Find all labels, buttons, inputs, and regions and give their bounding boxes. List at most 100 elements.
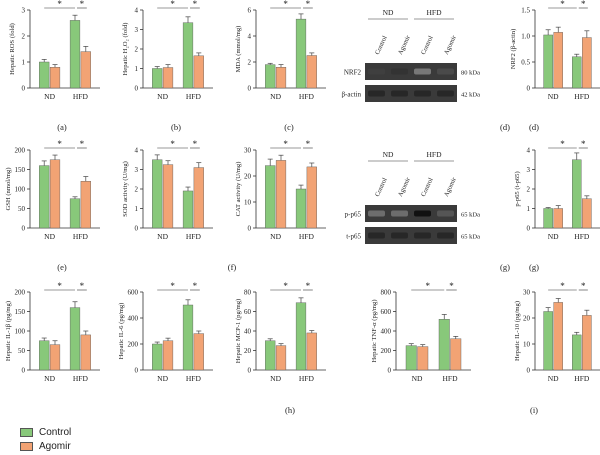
panel-label: (g) [500, 262, 510, 272]
y-axis-label: NRF2 (β-actin) [510, 29, 517, 70]
y-tick-label: 200 [15, 289, 26, 297]
blot-band [368, 210, 385, 217]
y-tick-label: 0 [135, 85, 139, 93]
x-tick-label-nd: ND [44, 374, 55, 383]
bar-control-nd [543, 208, 553, 229]
y-tick-label: 2 [135, 186, 139, 194]
y-tick-label: 400 [128, 315, 139, 323]
significance-star: * [306, 0, 311, 9]
y-tick-label: 100 [15, 186, 26, 194]
bar-agomir-nd [275, 160, 287, 229]
blot-row-bg [365, 63, 457, 80]
bar-agomir-hfd [450, 338, 462, 371]
y-tick-label: 1 [527, 205, 531, 213]
y-tick-label: 0 [527, 85, 531, 93]
legend-item-agomir: Agomir [20, 441, 71, 452]
significance-star: * [57, 139, 62, 149]
bar-control-hfd [295, 18, 307, 89]
blot-group-label: ND [383, 150, 394, 159]
significance-star: * [57, 0, 62, 9]
blot-band [437, 90, 454, 97]
x-tick-label-nd: ND [548, 232, 559, 241]
y-tick-label: 4 [248, 33, 252, 41]
blot-size-label: 42 kDa [461, 92, 480, 99]
panel-label: (f) [228, 262, 237, 272]
blot-row-bg [365, 227, 457, 244]
significance-star: * [560, 281, 565, 291]
bar-control-hfd [182, 22, 194, 89]
panel-label: (g) [529, 262, 539, 272]
blot-band [391, 232, 408, 239]
y-tick-label: 30 [244, 147, 252, 155]
y-tick-label: 0 [248, 367, 252, 375]
blot-band [368, 68, 385, 75]
bar-agomir-nd [49, 66, 61, 89]
significance-star: * [80, 281, 85, 291]
y-tick-label: 0 [248, 85, 252, 93]
bar-agomir-hfd [80, 51, 91, 89]
y-tick-label: 2 [135, 46, 139, 54]
significance-star: * [57, 281, 62, 291]
y-tick-label: 200 [15, 147, 26, 155]
bar-agomir-nd [275, 345, 287, 371]
y-tick-label: 600 [381, 308, 392, 316]
legend-swatch-agomir [20, 442, 33, 451]
blot-band [414, 232, 431, 239]
blot-band [437, 232, 454, 239]
x-tick-label-hfd: HFD [442, 374, 458, 383]
bar-control-hfd [295, 188, 307, 229]
panel-label: (h) [285, 405, 295, 415]
y-tick-label: 0 [248, 225, 252, 233]
blot-lane-label: Agomir [443, 176, 458, 198]
y-tick-label: 0 [527, 367, 531, 375]
western-blot-g: ND HFD Control Agomir Control Agomir p-p65 65 k… [345, 150, 510, 272]
x-tick-label-nd: ND [44, 232, 55, 241]
x-tick-label-nd: ND [157, 374, 168, 383]
y-axis-label: Hepatic IL-10 (pg/mg) [514, 301, 521, 361]
y-tick-label: 1.0 [521, 33, 530, 41]
y-tick-label: 2 [22, 33, 26, 41]
y-tick-label: 30 [523, 289, 531, 297]
significance-star: * [80, 139, 85, 149]
y-tick-label: 0 [22, 367, 26, 375]
significance-star: * [560, 0, 565, 9]
bar-agomir-nd [553, 32, 564, 89]
bar-control-hfd [69, 20, 81, 89]
bar-control-nd [39, 340, 50, 371]
y-tick-label: 40 [244, 328, 252, 336]
y-tick-label: 3 [527, 166, 531, 174]
x-tick-label-nd: ND [157, 232, 168, 241]
bar-agomir-hfd [193, 167, 204, 229]
y-axis-label: Hepatic IL-1β (pg/mg) [5, 301, 12, 361]
y-axis-label: p-p65 (t-p65) [514, 171, 521, 206]
panel-label: (b) [171, 122, 181, 132]
chart-sod: 0 1 2 3 4 SOD activity (U/mg) ND HFD * * (f) [122, 139, 236, 272]
y-tick-label: 800 [381, 289, 392, 297]
x-tick-label-hfd: HFD [73, 374, 89, 383]
x-tick-label-hfd: HFD [574, 232, 590, 241]
x-tick-label-hfd: HFD [186, 92, 202, 101]
y-tick-label: 200 [381, 347, 392, 355]
legend-item-control: Control [20, 427, 71, 438]
y-tick-label: 0 [135, 225, 139, 233]
y-tick-label: 150 [15, 308, 26, 316]
y-tick-label: 4 [527, 147, 531, 155]
x-tick-label-hfd: HFD [574, 374, 590, 383]
significance-star: * [581, 281, 586, 291]
bar-control-nd [265, 165, 276, 229]
blot-protein-label: NRF2 [344, 69, 362, 77]
panel-label: (a) [57, 122, 67, 132]
blot-protein-label: p-p65 [345, 211, 362, 219]
y-tick-label: 4 [135, 7, 139, 15]
bar-agomir-nd [162, 164, 174, 229]
x-tick-label-nd: ND [270, 92, 281, 101]
y-tick-label: 20 [244, 173, 252, 181]
blot-row-bg [365, 85, 457, 102]
bar-agomir-nd [275, 66, 287, 89]
blot-size-label: 65 kDa [461, 212, 480, 219]
panel-label: (d) [529, 122, 539, 132]
x-tick-label-nd: ND [270, 232, 281, 241]
bar-agomir-hfd [582, 37, 592, 89]
x-tick-label-hfd: HFD [299, 92, 315, 101]
